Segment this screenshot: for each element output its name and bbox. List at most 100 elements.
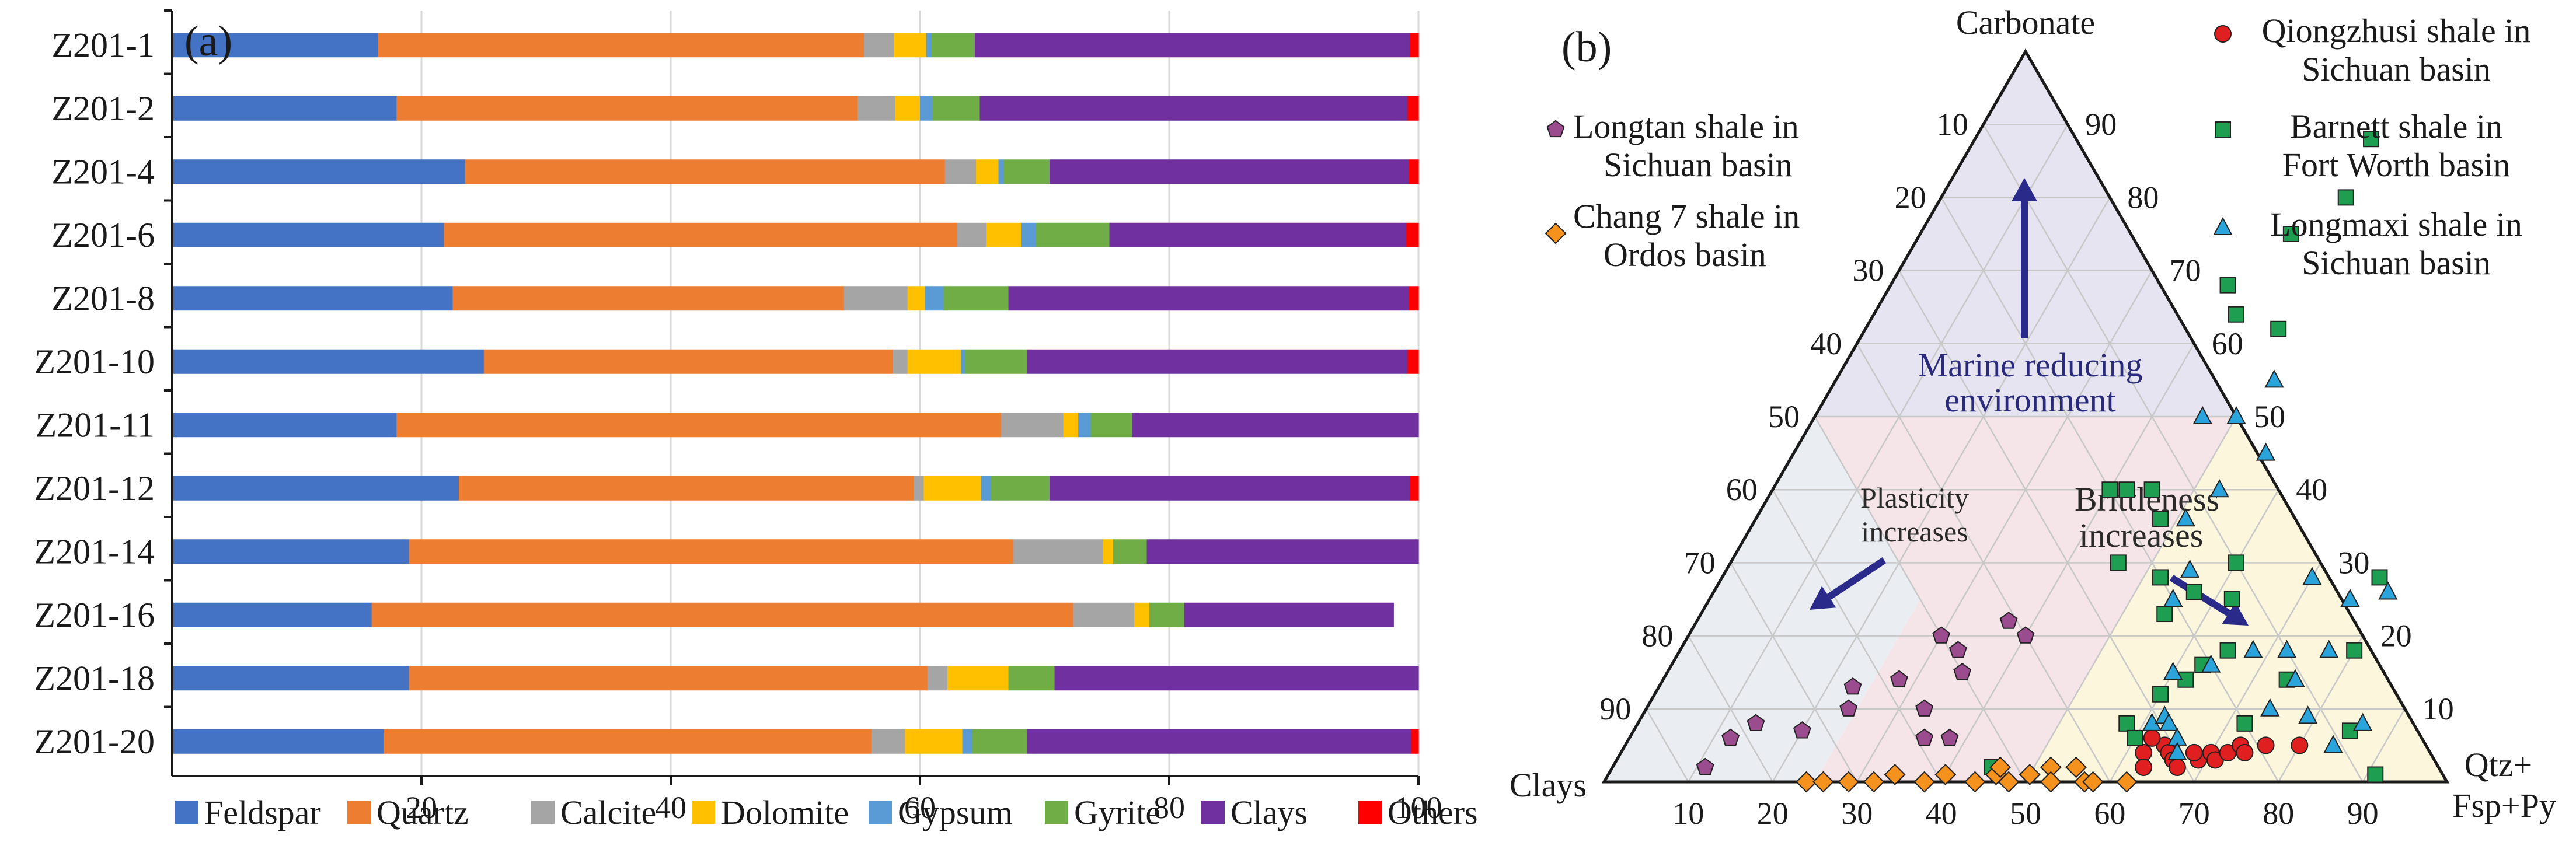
bar-z201-10-dolomite — [907, 349, 962, 374]
category-label-z201-8: Z201-8 — [51, 279, 155, 317]
bar-z201-14-clays — [1146, 539, 1419, 564]
ternary-apex-labels: Carbonate Clays Qtz+ Fsp+Py — [1510, 4, 2556, 824]
category-label-z201-20: Z201-20 — [34, 722, 155, 761]
bar-chart-axes — [164, 9, 1420, 785]
ternary-chart: 10 90 10 20 80 20 30 70 30 40 60 40 50 50 50 60 40 60 70 30… — [1510, 4, 2556, 831]
point-longtan-7 — [1915, 699, 1934, 717]
bar-z201-1-others — [1410, 33, 1419, 58]
ternary-annotations: Marine reducing environment Plasticity i… — [1860, 346, 2219, 554]
bar-z201-4-gyrite — [1003, 159, 1050, 184]
arrow-brittleness-head — [2222, 602, 2249, 626]
bar-z201-1-gypsum — [926, 33, 932, 58]
grid-clays-30 — [1898, 270, 2195, 782]
x-tick-label-100: 100 — [1395, 790, 1442, 825]
category-label-z201-6: Z201-6 — [51, 216, 155, 254]
bar-z201-2-calcite — [857, 96, 895, 121]
legend-label-longmaxi-line1: Longmaxi shale in — [2270, 205, 2522, 243]
point-chang7-1 — [1812, 771, 1834, 793]
bar-chart-tick-labels: 20 40 60 80 100 — [406, 790, 1442, 825]
point-longtan-13 — [1953, 662, 1972, 680]
point-barnett-17 — [2219, 642, 2236, 659]
apex-right-label-line1: Qtz+ — [2465, 746, 2532, 784]
point-longmaxi-25 — [2352, 712, 2373, 731]
point-barnett-2 — [2282, 226, 2299, 242]
bar-z201-10-feldspar — [172, 349, 484, 374]
legend-marker-chang7 — [1545, 222, 1567, 244]
bar-z201-6-quartz — [444, 222, 958, 247]
left-tick-label-20: 20 — [1895, 180, 1926, 215]
bar-z201-16-calcite — [1073, 602, 1135, 627]
grid-qtz-30 — [1856, 270, 2153, 782]
point-chang7-5 — [1913, 771, 1936, 793]
bar-z201-2-quartz — [396, 96, 858, 121]
bar-z201-11-clays — [1131, 413, 1419, 438]
point-longtan-8 — [1915, 728, 1934, 746]
category-label-z201-10: Z201-10 — [34, 343, 155, 381]
grid-clays-50 — [1814, 416, 2027, 782]
left-tick-label-30: 30 — [1852, 253, 1884, 288]
point-longmaxi-15 — [2243, 640, 2263, 658]
bar-z201-8-dolomite — [907, 286, 926, 311]
point-longmaxi-6 — [2163, 588, 2183, 607]
bar-chart-gridlines — [420, 11, 1420, 776]
bar-z201-8-calcite — [843, 286, 908, 311]
point-barnett-26 — [2367, 766, 2384, 783]
ternary-points — [1696, 131, 2398, 793]
bottom-tick-label-50: 50 — [2010, 796, 2041, 831]
bar-z201-18-dolomite — [947, 666, 1009, 691]
point-barnett-9 — [2110, 554, 2127, 571]
point-chang7-9 — [1989, 756, 2012, 778]
legend-swatch-others — [1358, 801, 1382, 824]
point-longmaxi-14 — [2167, 742, 2187, 760]
bar-z201-6-gyrite — [1036, 222, 1110, 247]
left-tick-label-70: 70 — [1684, 545, 1716, 580]
legend-marker-longmaxi — [2213, 216, 2233, 235]
bar-z201-11-dolomite — [1063, 413, 1079, 438]
bar-z201-12-feldspar — [172, 476, 459, 501]
point-qiong-12 — [2143, 729, 2161, 747]
legend-label-barnett-line1: Barnett shale in — [2290, 107, 2502, 145]
right-tick-label-60: 40 — [2296, 472, 2327, 507]
bar-z201-4-feldspar — [172, 159, 466, 184]
point-longmaxi-23 — [2378, 581, 2398, 600]
legend-label-qiong-line1: Qiongzhusi shale in — [2262, 12, 2531, 50]
bar-z201-12-gypsum — [981, 476, 992, 501]
bar-z201-10-clays — [1027, 349, 1408, 374]
point-qiong-15 — [2291, 736, 2309, 754]
point-barnett-10 — [2152, 511, 2169, 527]
point-longmaxi-0 — [2192, 406, 2212, 424]
legend-label-chang7-line1: Chang 7 shale in — [1573, 197, 1800, 235]
bar-chart-legend: Feldspar Quartz Calcite Dolomite Gypsum Gyrit… — [175, 794, 1478, 831]
plasticity-label-line2: increases — [1861, 515, 1968, 548]
right-tick-label-20: 80 — [2127, 180, 2159, 215]
point-barnett-11 — [2152, 569, 2169, 586]
point-longtan-9 — [1940, 728, 1959, 746]
left-tick-label-10: 10 — [1937, 107, 1968, 142]
bar-z201-18-gyrite — [1008, 666, 1055, 691]
legend-label-calcite: Calcite — [560, 794, 656, 831]
right-tick-label-90: 10 — [2422, 691, 2454, 726]
category-label-z201-2: Z201-2 — [51, 89, 155, 128]
bar-z201-12-clays — [1050, 476, 1410, 501]
point-barnett-4 — [2228, 306, 2244, 323]
bar-z201-4-clays — [1050, 159, 1409, 184]
legend-marker-qiong — [2214, 25, 2232, 43]
point-chang7-2 — [1838, 771, 1860, 793]
point-longtan-5 — [1843, 677, 1862, 695]
point-chang7-7 — [1964, 771, 1986, 793]
plasticity-label-line1: Plasticity — [1860, 481, 1969, 514]
grid-qtz-10 — [1688, 124, 2069, 782]
legend-swatch-quartz — [347, 801, 371, 824]
bar-z201-11-calcite — [1001, 413, 1064, 438]
point-longtan-6 — [1890, 670, 1908, 687]
point-barnett-5 — [2270, 320, 2287, 337]
legend-swatch-gyrite — [1045, 801, 1068, 824]
legend-label-clays: Clays — [1231, 794, 1308, 831]
bar-z201-1-clays — [974, 33, 1410, 58]
grid-clays-70 — [1730, 562, 1858, 782]
arrow-plasticity-head — [1810, 586, 1836, 610]
bar-z201-2-gyrite — [932, 96, 981, 121]
legend-label-gypsum: Gypsum — [898, 794, 1013, 831]
